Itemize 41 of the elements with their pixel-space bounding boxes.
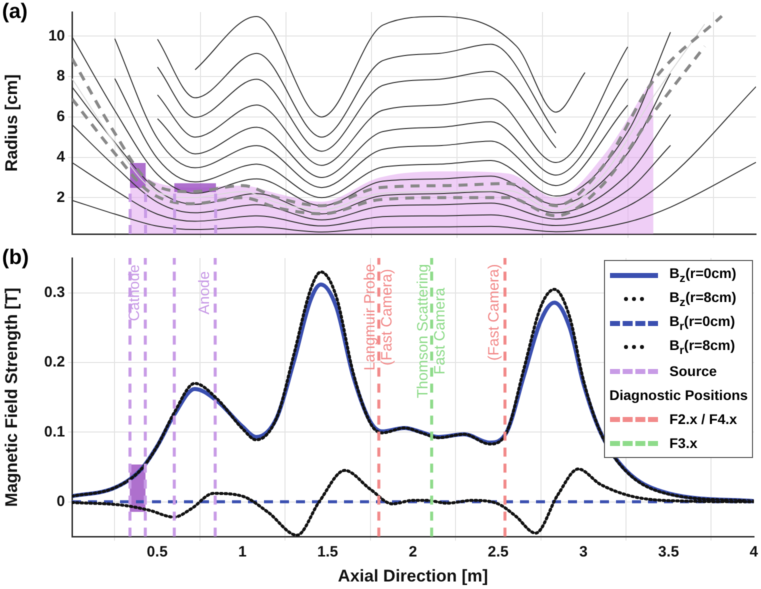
legend-label: B$_{z}$(r=0cm) — [669, 265, 738, 285]
chart-title: (a) — [2, 0, 28, 24]
line-series — [157, 78, 628, 178]
x-tick-label: 0.5 — [146, 544, 168, 561]
line-series — [157, 66, 556, 152]
x-tick-label: 4 — [750, 544, 759, 561]
x-tick-label: 1 — [238, 544, 247, 561]
line-series — [194, 16, 586, 118]
legend-title: Diagnostic Positions — [609, 386, 748, 405]
legend-label: B$_{r}$(r=8cm) — [669, 337, 736, 357]
y-tick-label: 0.2 — [44, 354, 65, 371]
x-axis-title: Axial Direction [m] — [338, 566, 488, 586]
line-series — [157, 46, 628, 166]
y-axis-title: Magnetic Field Strength [T] — [2, 288, 21, 507]
legend-label: B$_{r}$(r=0cm) — [669, 313, 736, 333]
x-tick-label: 3 — [579, 544, 588, 561]
y-tick-label: 8 — [56, 68, 65, 85]
y-tick-label: 6 — [56, 108, 65, 126]
chart-title: (b) — [2, 246, 29, 270]
annotation: Thomson Scattering Fast Camera — [414, 264, 448, 398]
legend-label: Source — [669, 363, 718, 379]
x-tick-label: 3.5 — [658, 544, 680, 561]
y-tick-label: 0.3 — [44, 284, 65, 301]
annotation: Cathode — [126, 264, 143, 322]
annotation: Langmuir Probe (Fast Camera) — [361, 264, 396, 371]
y-tick-label: 4 — [56, 148, 66, 166]
annotation: (Fast Camera) — [486, 264, 503, 361]
line-series — [157, 38, 556, 138]
legend-label: B$_{z}$(r=8cm) — [669, 289, 738, 309]
y-axis-title: Radius [cm] — [2, 74, 21, 172]
line-series — [114, 38, 628, 188]
y-tick-label: 0 — [56, 492, 65, 510]
y-tick-label: 0.1 — [44, 423, 65, 440]
annotation: Anode — [196, 271, 213, 315]
legend-label: F2.x / F4.x — [669, 411, 738, 427]
y-tick-label: 2 — [56, 188, 65, 206]
x-tick-label: 1.5 — [317, 544, 338, 561]
x-tick-label: 2 — [408, 544, 418, 561]
x-tick-label: 2.5 — [488, 544, 509, 561]
legend-label: F3.x — [669, 435, 698, 451]
y-tick-label: 10 — [48, 27, 65, 44]
